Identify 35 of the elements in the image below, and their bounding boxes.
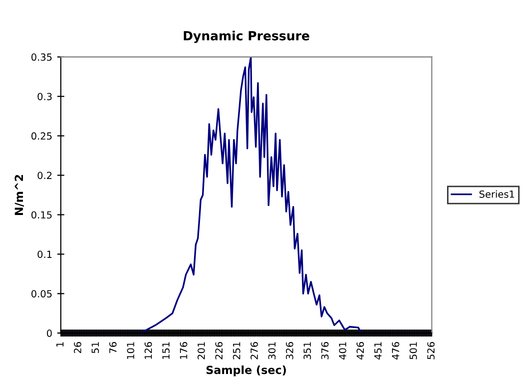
x-tick-label: 426 bbox=[356, 342, 364, 360]
x-tick-label: 151 bbox=[162, 342, 170, 359]
y-axis-title: N/m^2 bbox=[14, 174, 24, 215]
x-tick-label: 226 bbox=[215, 342, 223, 360]
x-tick-label: 326 bbox=[286, 342, 294, 360]
x-tick-label: 176 bbox=[180, 342, 188, 359]
x-tick-label: 26 bbox=[74, 342, 82, 354]
y-tick-label: 0.25 bbox=[31, 132, 52, 140]
x-tick-label: 201 bbox=[198, 342, 205, 360]
line-series bbox=[60, 56, 432, 334]
x-tick-label: 76 bbox=[109, 342, 117, 353]
x-tick-label: 351 bbox=[304, 342, 311, 360]
x-axis-title: Sample (sec) bbox=[206, 366, 286, 376]
y-tick-label: 0.15 bbox=[31, 211, 52, 219]
x-tick-label: 476 bbox=[392, 342, 400, 360]
x-tick-label: 276 bbox=[250, 342, 258, 360]
x-tick-label: 1 bbox=[56, 342, 64, 347]
x-tick-label: 301 bbox=[268, 342, 276, 360]
y-tick-label: 0.35 bbox=[31, 53, 52, 61]
x-tick-label: 51 bbox=[92, 342, 99, 354]
x-tick-label: 126 bbox=[144, 342, 152, 359]
x-tick-label: 401 bbox=[338, 342, 346, 360]
x-tick-label: 251 bbox=[232, 342, 240, 360]
x-tick-label: 526 bbox=[427, 342, 435, 360]
legend-label: Series1 bbox=[480, 190, 514, 198]
y-tick-label: 0.1 bbox=[38, 250, 52, 258]
y-tick-label: 0.3 bbox=[38, 92, 52, 100]
y-tick-label: 0.05 bbox=[31, 290, 52, 298]
chart-title: Dynamic Pressure bbox=[184, 30, 310, 43]
y-tick-label: 0.2 bbox=[38, 172, 52, 180]
x-tick-label: 501 bbox=[410, 342, 417, 360]
x-tick-label: 451 bbox=[374, 342, 382, 360]
x-tick-label: 376 bbox=[321, 342, 329, 360]
y-tick-label: 0 bbox=[46, 330, 52, 337]
x-tick-label: 101 bbox=[126, 342, 134, 359]
